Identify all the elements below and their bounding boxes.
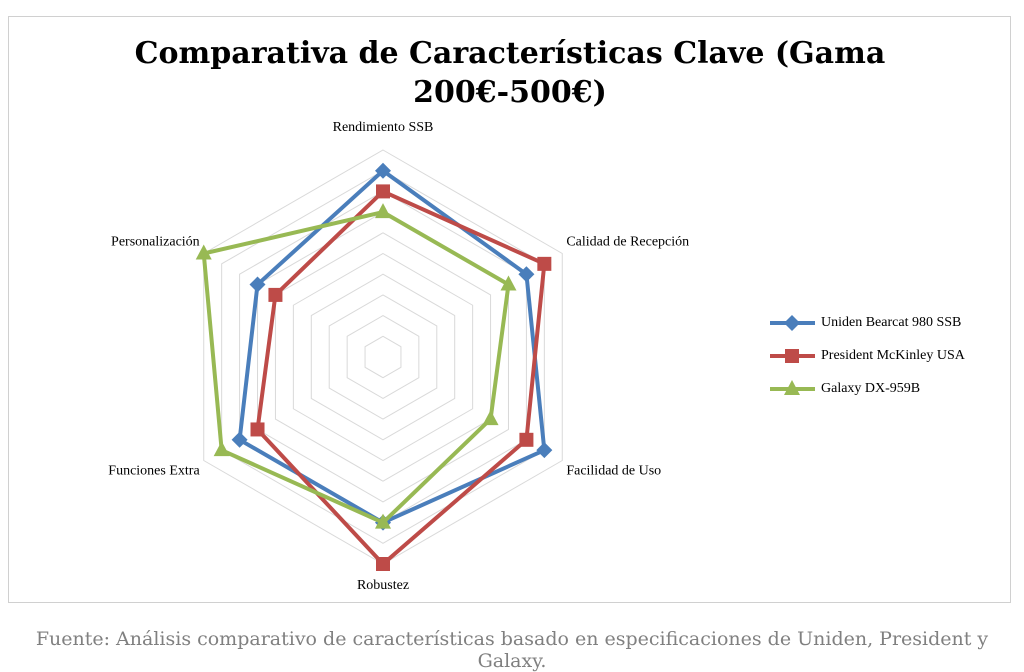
marker <box>537 256 552 271</box>
chart-title: Comparativa de Características Clave (Ga… <box>134 36 886 110</box>
grid-ring <box>328 294 438 420</box>
grid-ring <box>257 211 509 503</box>
legend-label: President McKinley USA <box>821 348 966 363</box>
marker <box>376 184 390 199</box>
legend-marker <box>784 380 800 395</box>
marker <box>375 162 391 179</box>
marker <box>518 266 535 283</box>
axis-label: Personalización <box>111 235 200 250</box>
caption: Fuente: Análisis comparativo de caracter… <box>35 628 989 672</box>
axis-label: Robustez <box>357 578 409 593</box>
grid-ring <box>346 315 420 399</box>
marker <box>536 442 553 459</box>
grid-ring <box>364 335 402 379</box>
grid-ring <box>274 232 492 482</box>
marker <box>231 431 248 448</box>
legend-label: Uniden Bearcat 980 SSB <box>821 315 961 330</box>
marker <box>375 203 391 219</box>
grid-ring <box>292 252 474 462</box>
marker <box>250 422 265 437</box>
marker <box>213 441 230 457</box>
axis-label: Calidad de Recepción <box>566 235 689 250</box>
grid-ring <box>310 273 456 441</box>
marker <box>249 276 266 293</box>
marker <box>500 275 517 291</box>
marker <box>375 513 391 529</box>
axis-label: Funciones Extra <box>108 464 200 479</box>
axis-label: Facilidad de Uso <box>566 464 661 479</box>
marker <box>376 557 390 571</box>
legend-marker <box>784 315 800 331</box>
legend-label: Galaxy DX-959B <box>821 381 920 396</box>
grid-ring <box>221 170 545 544</box>
chart-frame <box>8 16 1011 603</box>
marker <box>195 244 212 260</box>
marker <box>482 410 499 426</box>
marker <box>519 432 534 447</box>
axis-label: Rendimiento SSB <box>333 120 434 135</box>
marker <box>268 287 283 302</box>
legend-marker <box>785 349 799 363</box>
